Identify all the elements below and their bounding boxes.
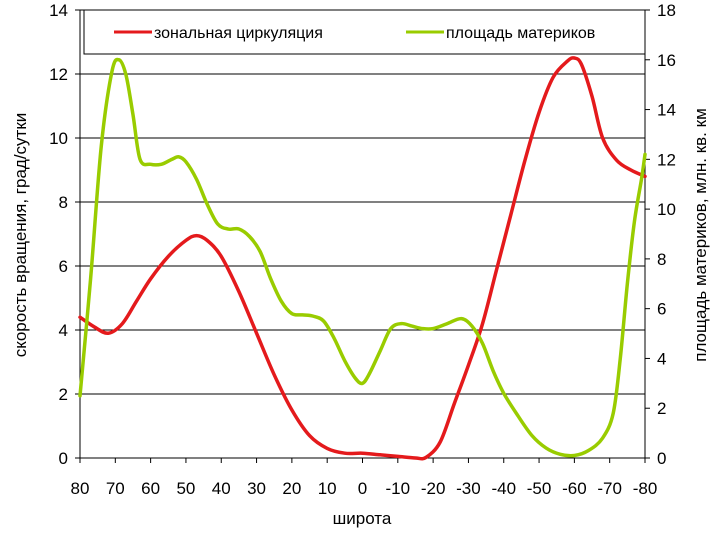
left-tick-label: 10 bbox=[49, 129, 68, 148]
x-tick-label: 0 bbox=[358, 479, 367, 498]
x-tick-label: -40 bbox=[491, 479, 516, 498]
legend-box bbox=[83, 9, 646, 55]
left-tick-label: 2 bbox=[59, 385, 68, 404]
y-axis-label-left: скорость вращения, град/сутки bbox=[11, 113, 30, 358]
left-tick-label: 0 bbox=[59, 449, 68, 468]
right-tick-label: 16 bbox=[657, 51, 676, 70]
series-line-continent-area bbox=[78, 57, 647, 458]
left-tick-label: 14 bbox=[49, 1, 68, 20]
x-axis-label: широта bbox=[333, 509, 392, 528]
right-tick-label: 18 bbox=[657, 1, 676, 20]
x-tick-label: 70 bbox=[106, 479, 125, 498]
left-tick-label: 4 bbox=[59, 321, 68, 340]
x-tick-label: 80 bbox=[71, 479, 90, 498]
legend-label-zonal: зональная циркуляция bbox=[154, 25, 323, 42]
x-tick-label: -50 bbox=[527, 479, 552, 498]
legend: зональная циркуляция площадь материков bbox=[83, 9, 646, 55]
x-tick-label: 40 bbox=[212, 479, 231, 498]
right-axis-ticks: 0 2 4 6 8 10 12 14 16 18 bbox=[645, 1, 676, 468]
series-layer bbox=[78, 56, 647, 461]
left-tick-label: 8 bbox=[59, 193, 68, 212]
right-tick-label: 4 bbox=[657, 349, 666, 368]
x-tick-label: 60 bbox=[141, 479, 160, 498]
left-axis-ticks: 0 2 4 6 8 10 12 14 bbox=[49, 1, 80, 468]
x-tick-label: -60 bbox=[562, 479, 587, 498]
x-tick-label: -10 bbox=[386, 479, 411, 498]
right-tick-label: 0 bbox=[657, 449, 666, 468]
right-tick-label: 8 bbox=[657, 250, 666, 269]
right-tick-label: 6 bbox=[657, 300, 666, 319]
right-tick-label: 10 bbox=[657, 200, 676, 219]
x-tick-label: -30 bbox=[456, 479, 481, 498]
right-tick-label: 2 bbox=[657, 399, 666, 418]
left-tick-label: 6 bbox=[59, 257, 68, 276]
grid-lines bbox=[80, 73, 645, 395]
left-tick-label: 12 bbox=[49, 65, 68, 84]
x-tick-label: -80 bbox=[633, 479, 658, 498]
x-tick-label: -20 bbox=[421, 479, 446, 498]
legend-label-continents: площадь материков bbox=[446, 25, 595, 42]
x-tick-label: 30 bbox=[247, 479, 266, 498]
x-tick-label: 10 bbox=[318, 479, 337, 498]
series-line-zonal-circulation bbox=[78, 56, 647, 461]
y-axis-label-right: площадь материков, млн. кв. км bbox=[691, 108, 710, 362]
x-tick-label: -70 bbox=[597, 479, 622, 498]
x-tick-label: 20 bbox=[282, 479, 301, 498]
x-tick-label: 50 bbox=[176, 479, 195, 498]
x-axis-ticks: 80 70 60 50 40 30 20 10 0 -10 -20 -30 -40 -50 -60 -70 -8… bbox=[71, 458, 658, 498]
right-tick-label: 14 bbox=[657, 101, 676, 120]
right-tick-label: 12 bbox=[657, 150, 676, 169]
